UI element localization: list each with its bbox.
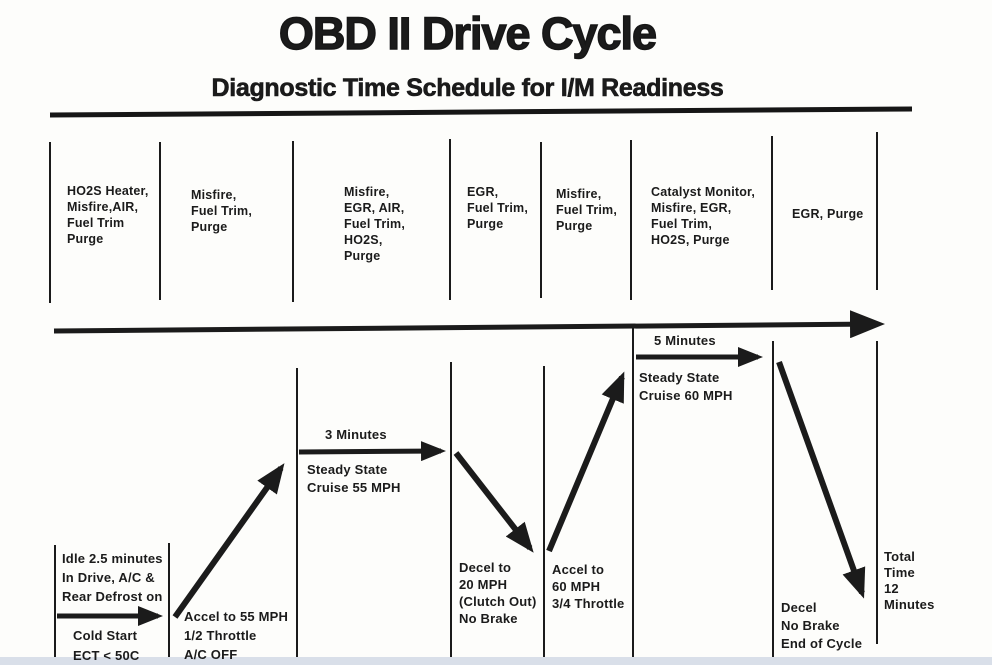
page-subtitle: Diagnostic Time Schedule for I/M Readine…: [211, 74, 724, 103]
phase-dividers: [54, 326, 878, 657]
cruise-60-label: Steady State Cruise 60 MPH: [639, 370, 733, 403]
decel-end-label: Decel No Brake End of Cycle: [781, 600, 863, 651]
monitor-col-1: HO2S Heater, Misfire,AIR, Fuel Trim Purg…: [67, 184, 149, 246]
total-time-label: Total Time 12 Minutes: [884, 549, 935, 612]
subtitle-rule: [49, 106, 913, 118]
monitor-col-4: EGR, Fuel Trim, Purge: [467, 185, 529, 231]
accel-60-arrow: [546, 371, 625, 553]
final-decel-arrow: [776, 360, 866, 599]
accel-60-label: Accel to 60 MPH 3/4 Throttle: [552, 562, 625, 611]
decel-20-label: Decel to 20 MPH (Clutch Out) No Brake: [459, 560, 537, 626]
monitor-col-6: Catalyst Monitor, Misfire, EGR, Fuel Tri…: [651, 185, 756, 247]
cruise-55-duration: 3 Minutes: [325, 427, 387, 442]
monitor-col-7: EGR, Purge: [792, 207, 864, 221]
page-bottom-edge: [0, 657, 992, 665]
monitor-column-dividers: [49, 132, 878, 303]
timeline-arrow: [53, 310, 885, 339]
monitor-col-5: Misfire, Fuel Trim, Purge: [556, 187, 618, 233]
idle-label: Idle 2.5 minutes In Drive, A/C & Rear De…: [62, 551, 163, 604]
cruise-55-arrow: [298, 441, 446, 462]
accel-55-label: Accel to 55 MPH 1/2 Throttle A/C OFF: [184, 609, 289, 662]
cold-start-label: Cold Start ECT < 50C: [73, 628, 140, 663]
page-title: OBD II Drive Cycle: [278, 7, 658, 59]
accel-55-arrow: [172, 463, 285, 619]
cruise-55-label: Steady State Cruise 55 MPH: [307, 462, 401, 495]
monitor-col-3: Misfire, EGR, AIR, Fuel Trim, HO2S, Purg…: [344, 185, 406, 263]
cruise-60-duration: 5 Minutes: [654, 333, 716, 348]
monitor-col-2: Misfire, Fuel Trim, Purge: [191, 188, 253, 234]
decel-20-arrow: [453, 451, 534, 553]
